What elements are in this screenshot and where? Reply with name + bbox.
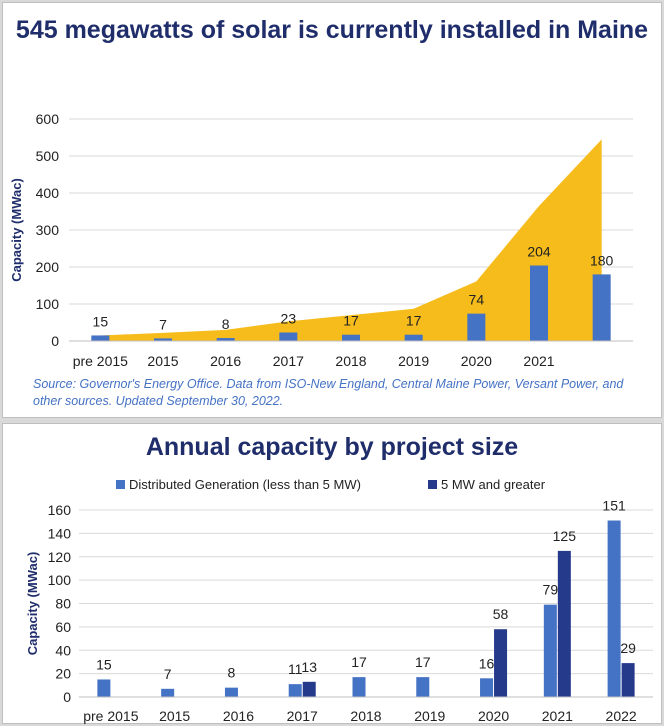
bar-large xyxy=(557,550,571,697)
data-label: 17 xyxy=(351,654,367,670)
data-label: 13 xyxy=(301,659,317,675)
bar xyxy=(91,335,110,341)
data-label: 74 xyxy=(469,292,485,308)
legend-swatch-distributed xyxy=(116,480,125,489)
bottom-chart-panel: Annual capacity by project size 0 20 40 60 8… xyxy=(2,423,662,724)
x-tick-label: 2017 xyxy=(287,708,318,724)
bar xyxy=(154,338,172,341)
y-axis-title: Capacity (MWac) xyxy=(25,552,40,656)
bar-distributed xyxy=(224,687,238,697)
data-label: 7 xyxy=(159,316,167,332)
y-tick-label: 300 xyxy=(36,222,60,238)
y-axis-title: Capacity (MWac) xyxy=(9,178,24,282)
y-tick-label: 120 xyxy=(48,549,72,565)
bar-distributed xyxy=(480,678,494,697)
bar-distributed xyxy=(97,679,111,697)
bar xyxy=(404,334,423,341)
x-tick-label: 2019 xyxy=(414,708,445,724)
y-tick-label: 60 xyxy=(55,619,71,635)
data-label: 29 xyxy=(620,640,636,656)
bar-distributed xyxy=(288,684,302,697)
data-label: 17 xyxy=(415,654,431,670)
bar xyxy=(216,338,235,341)
y-tick-label: 80 xyxy=(55,596,71,612)
data-label: 8 xyxy=(222,316,230,332)
bar-large xyxy=(621,663,635,697)
x-tick-label: 2015 xyxy=(147,353,178,369)
y-tick-label: 100 xyxy=(36,296,60,312)
y-tick-label: 140 xyxy=(48,525,72,541)
x-tick-label: 2018 xyxy=(350,708,381,724)
data-label: 17 xyxy=(406,313,422,329)
x-tick-label: 2018 xyxy=(335,353,366,369)
data-label: 16 xyxy=(479,655,495,671)
bar xyxy=(467,313,486,341)
top-chart-panel: 545 megawatts of solar is currently inst… xyxy=(2,2,662,418)
data-label: 8 xyxy=(228,665,236,681)
legend-swatch-large xyxy=(428,480,437,489)
y-tick-label: 100 xyxy=(48,572,72,588)
y-tick-label: 500 xyxy=(36,148,60,164)
bottom-chart-title: Annual capacity by project size xyxy=(145,433,519,461)
x-tick-label: 2015 xyxy=(159,708,190,724)
x-tick-label: 2017 xyxy=(273,353,304,369)
data-label: 17 xyxy=(343,313,359,329)
y-tick-label: 600 xyxy=(36,111,60,127)
bar xyxy=(592,274,611,341)
data-label: 15 xyxy=(93,313,109,329)
bar-distributed xyxy=(352,677,366,697)
y-tick-label: 20 xyxy=(55,666,71,682)
data-label: 180 xyxy=(590,252,614,268)
bar-distributed xyxy=(161,688,175,697)
x-tick-label: 2021 xyxy=(523,353,554,369)
cumulative-area xyxy=(100,139,602,341)
y-tick-label: 0 xyxy=(51,333,59,349)
x-tick-label: 2021 xyxy=(542,708,573,724)
y-tick-label: 400 xyxy=(36,185,60,201)
x-tick-label: 2016 xyxy=(223,708,254,724)
x-tick-label: 2020 xyxy=(461,353,492,369)
x-tick-label: 2019 xyxy=(398,353,429,369)
bar-large xyxy=(302,681,316,697)
y-tick-label: 40 xyxy=(55,642,71,658)
bar-distributed xyxy=(416,677,430,697)
data-label: 7 xyxy=(164,666,172,682)
x-tick-label: 2016 xyxy=(210,353,241,369)
legend-label-distributed: Distributed Generation (less than 5 MW) xyxy=(129,477,361,492)
bar-large xyxy=(494,629,508,697)
top-chart-title: 545 megawatts of solar is currently inst… xyxy=(15,16,649,44)
data-label: 23 xyxy=(281,310,297,326)
y-tick-label: 160 xyxy=(48,502,72,518)
y-tick-label: 200 xyxy=(36,259,60,275)
x-tick-label: 2020 xyxy=(478,708,509,724)
x-tick-label: 2022 xyxy=(606,708,637,724)
data-label: 204 xyxy=(527,244,551,260)
legend-label-large: 5 MW and greater xyxy=(441,477,546,492)
data-label: 151 xyxy=(602,498,626,514)
x-tick-label: pre 2015 xyxy=(73,353,128,369)
bar xyxy=(342,334,360,341)
data-label: 79 xyxy=(543,582,559,598)
bar xyxy=(279,332,298,341)
x-tick-label: pre 2015 xyxy=(83,708,138,724)
y-tick-label: 0 xyxy=(63,689,71,705)
source-note: Source: Governor's Energy Office. Data f… xyxy=(33,377,624,408)
data-label: 11 xyxy=(288,661,303,677)
top-chart-svg: 0 100 200 300 400 500 600 15 7 8 23 17 17 74 204 180 pre… xyxy=(9,111,633,369)
data-label: 58 xyxy=(493,606,509,622)
bar xyxy=(530,265,548,341)
data-label: 125 xyxy=(553,528,577,544)
bar-distributed xyxy=(543,604,557,697)
bar-distributed xyxy=(607,520,621,697)
data-label: 15 xyxy=(96,656,112,672)
